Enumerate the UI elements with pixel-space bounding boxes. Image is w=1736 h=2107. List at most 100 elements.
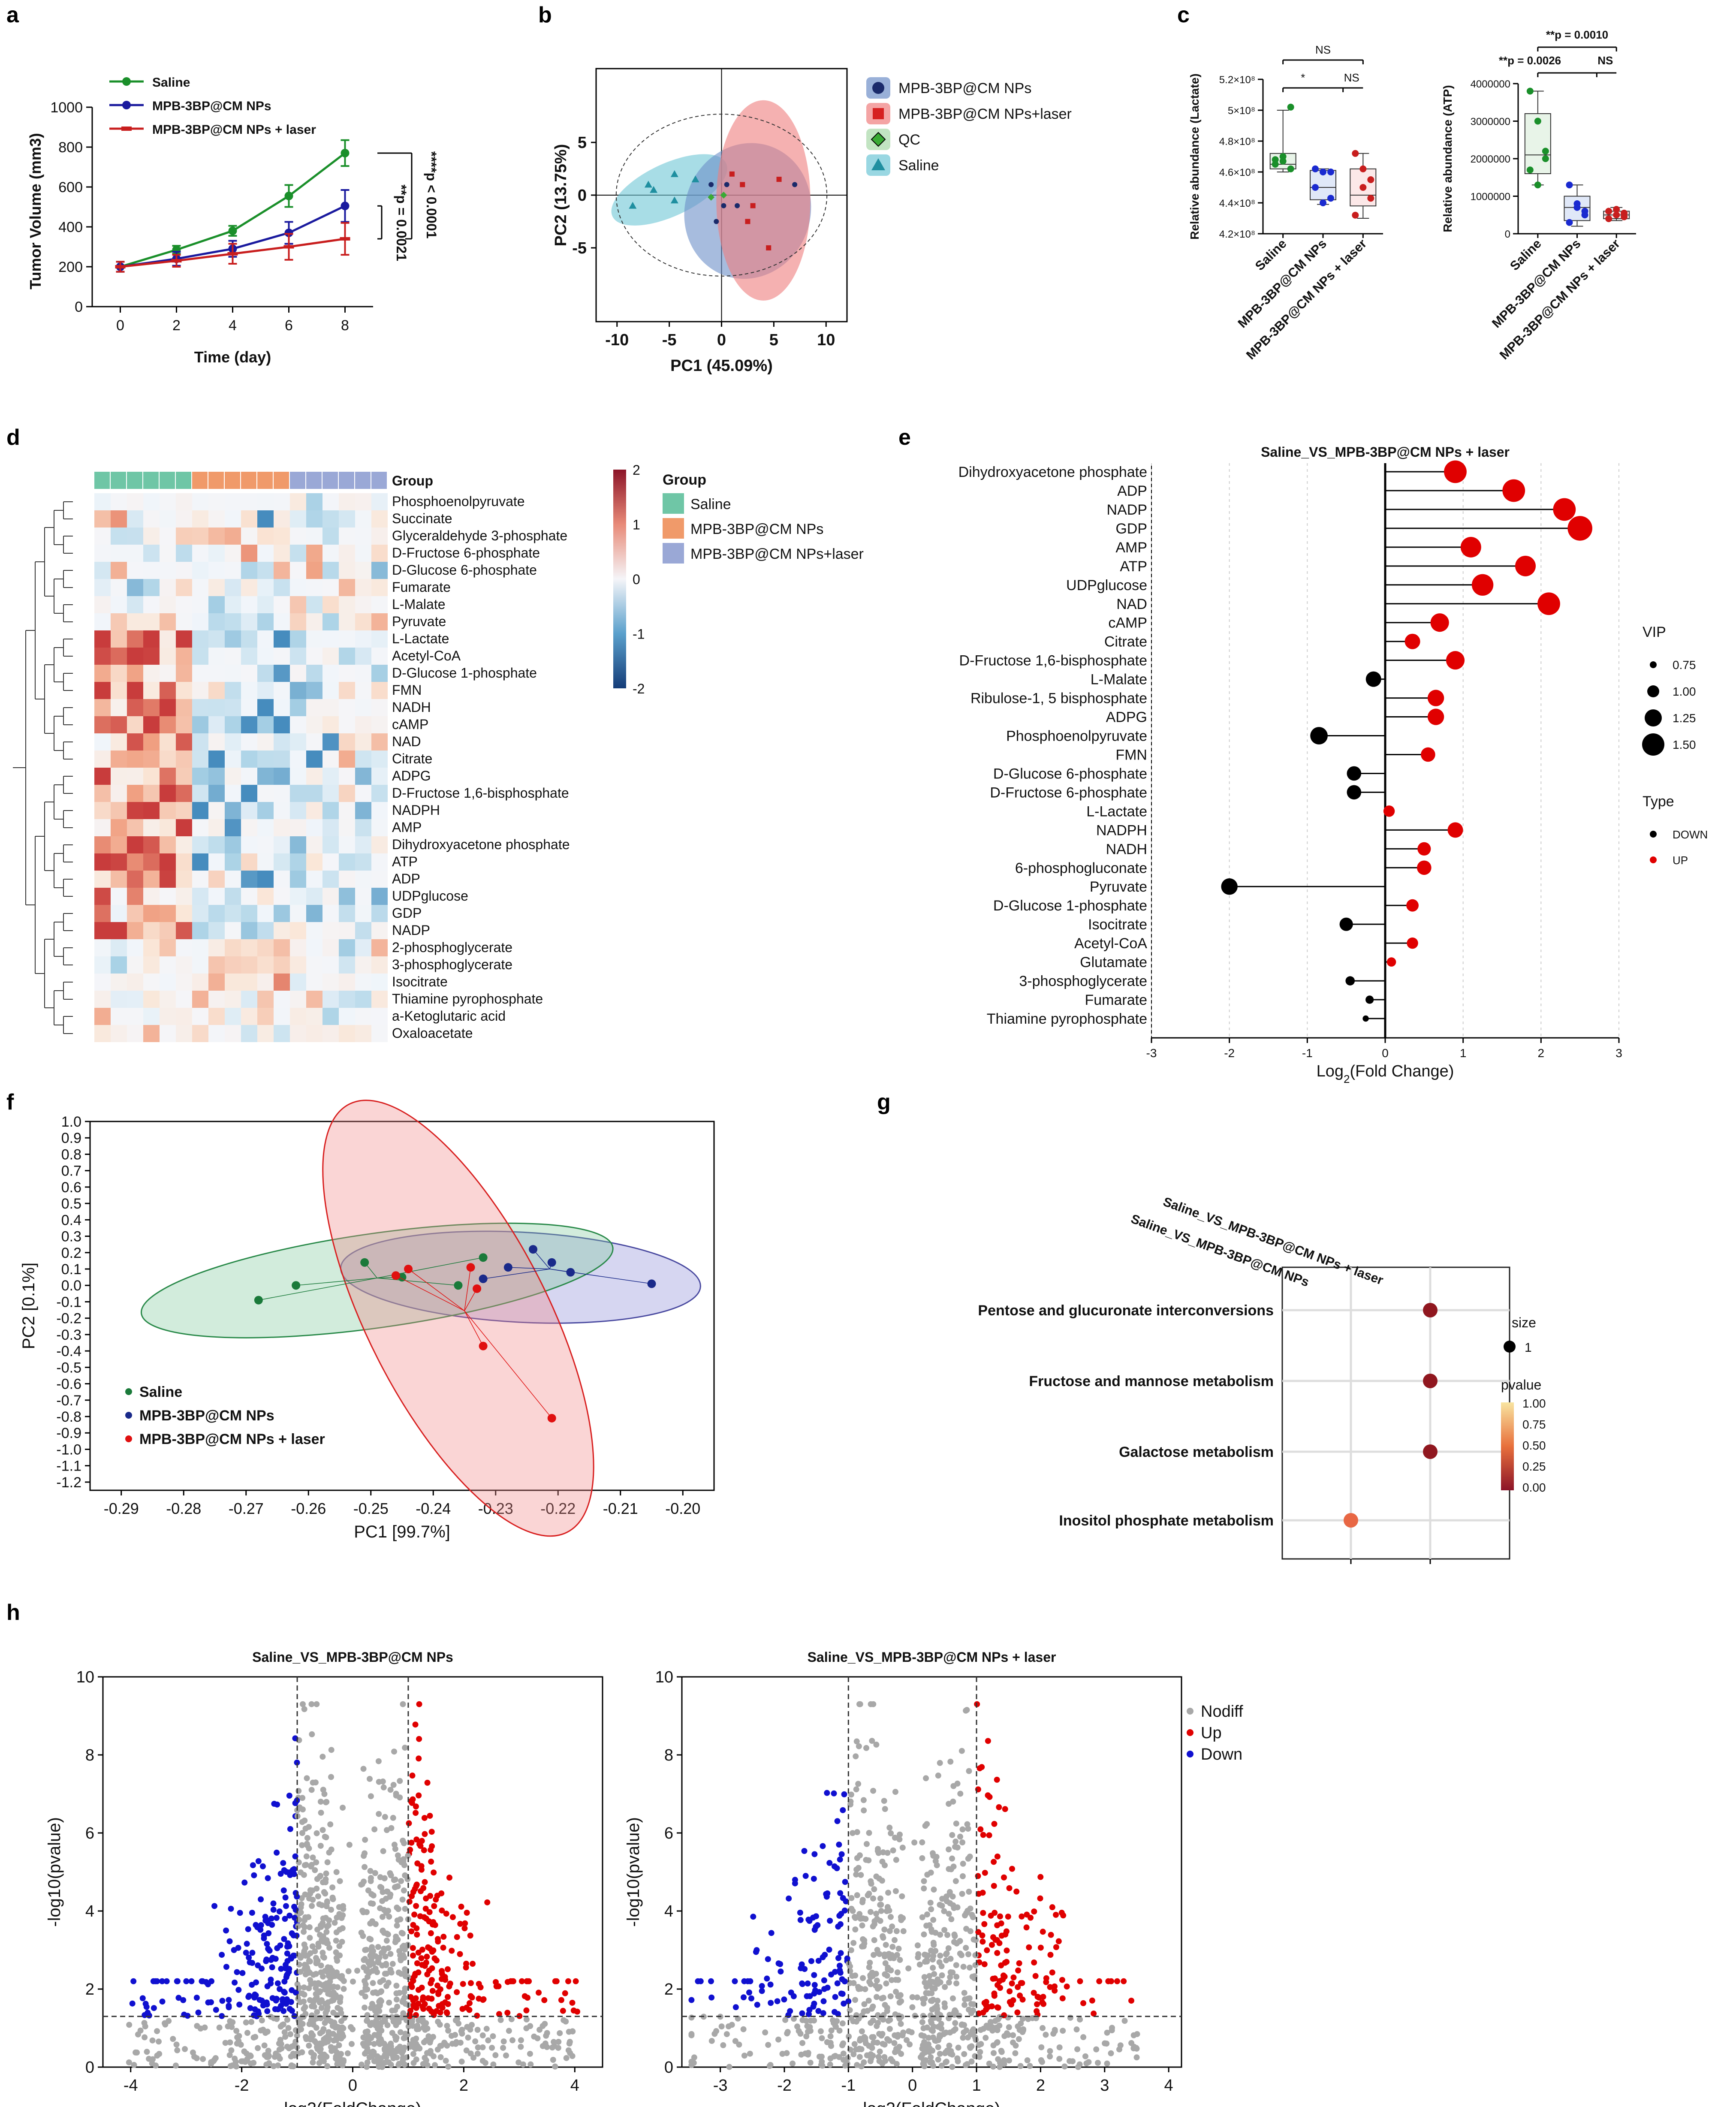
f-y-tick-label: 0.8 xyxy=(61,1146,81,1163)
h1-point xyxy=(306,1845,312,1852)
d-heatmap-cell xyxy=(94,768,111,785)
d-heatmap-cell xyxy=(192,716,208,733)
c1-point xyxy=(1272,156,1279,163)
h2-point xyxy=(870,1895,876,1902)
h2-point xyxy=(961,2022,967,2028)
h2-point xyxy=(838,1990,844,1997)
h2-point xyxy=(951,1939,957,1945)
d-group-bar-cell xyxy=(208,472,224,489)
f-point xyxy=(473,1284,482,1293)
h2-point xyxy=(969,1911,975,1918)
h1-point xyxy=(307,1977,313,1983)
e-lollipop-point xyxy=(1221,878,1238,895)
d-heatmap-cell xyxy=(160,785,176,802)
h1-point xyxy=(274,1801,280,1808)
c1-sig-label: NS xyxy=(1344,71,1359,84)
d-heatmap-cell xyxy=(111,974,127,991)
h2-point xyxy=(887,1993,894,1999)
e-x-label: Log2(Fold Change) xyxy=(1317,1062,1454,1085)
d-heatmap-cell xyxy=(257,888,274,905)
h2-point xyxy=(937,1953,943,1959)
a-legend-label: MPB-3BP@CM NPs + laser xyxy=(152,123,316,137)
d-heatmap-cell xyxy=(208,785,225,802)
e-lollipop-point xyxy=(1553,498,1576,521)
d-group-bar-cell xyxy=(225,472,240,489)
h1-point xyxy=(319,1754,326,1760)
d-heatmap-cell xyxy=(192,991,208,1008)
h1-point xyxy=(328,1774,334,1780)
h2-point xyxy=(897,1957,903,1963)
h2-point xyxy=(924,1911,930,1917)
f-y-tick-label: 0.9 xyxy=(61,1130,81,1146)
h1-point xyxy=(277,1986,283,1992)
f-point xyxy=(454,1281,463,1290)
h2-point xyxy=(893,1989,899,1995)
h1-point xyxy=(308,1787,315,1793)
d-heatmap-cell xyxy=(371,528,388,545)
d-heatmap-cell xyxy=(355,1008,371,1025)
h2-point xyxy=(1003,1928,1010,1935)
h1-point xyxy=(321,2058,327,2065)
e-category-label: 6-phosphogluconate xyxy=(1015,860,1147,876)
d-heatmap-cell xyxy=(127,751,143,768)
h2-point xyxy=(725,2023,732,2030)
h2-point xyxy=(935,2044,941,2050)
h1-point xyxy=(236,2001,243,2008)
h2-point xyxy=(983,1998,989,2005)
h1-point xyxy=(395,1906,401,1912)
d-heatmap-cell xyxy=(160,751,176,768)
h1-point xyxy=(424,1953,430,1960)
c1-point xyxy=(1312,184,1319,191)
h2-point xyxy=(750,1914,756,1920)
d-heatmap-cell xyxy=(208,956,225,974)
h2-point xyxy=(874,1986,881,1992)
d-heatmap-cell xyxy=(339,871,355,888)
b-legend-marker xyxy=(871,158,885,170)
d-heatmap-cell xyxy=(192,802,208,819)
h1-point xyxy=(301,1992,307,1998)
h2-point xyxy=(924,1821,930,1827)
d-heatmap-cell xyxy=(160,630,176,648)
h1-point xyxy=(443,2009,450,2016)
d-heatmap-cell xyxy=(111,510,127,528)
d-heatmap-cell xyxy=(192,819,208,836)
h1-point xyxy=(223,1927,229,1934)
d-heatmap-cell xyxy=(241,716,257,733)
h1-point xyxy=(427,1812,433,1819)
h2-point xyxy=(875,2012,881,2018)
h2-point xyxy=(928,1947,934,1954)
h2-point xyxy=(1013,1888,1020,1895)
f-spoke xyxy=(377,1278,458,1286)
e-lollipop-point xyxy=(1365,995,1374,1004)
d-legend-label: MPB-3BP@CM NPs xyxy=(690,521,823,537)
h2-point xyxy=(886,1928,893,1934)
d-heatmap-cell xyxy=(208,991,225,1008)
c2-sig-label: NS xyxy=(1597,54,1613,67)
h2-point xyxy=(963,2027,970,2034)
h2-point xyxy=(985,1792,991,1799)
f-y-tick-label: 0.3 xyxy=(61,1229,81,1245)
h1-point xyxy=(274,1980,281,1986)
f-point xyxy=(529,1245,538,1254)
h1-point xyxy=(410,2002,417,2008)
h2-point xyxy=(805,2050,811,2056)
h1-point xyxy=(362,1864,368,1870)
h2-point xyxy=(1007,1988,1013,1995)
d-heatmap-cell xyxy=(225,905,241,922)
h2-point xyxy=(998,1932,1005,1939)
h1-point xyxy=(339,1973,345,1979)
h1-point xyxy=(249,1950,256,1956)
e-type-legend-label: DOWN xyxy=(1673,828,1708,841)
h2-point xyxy=(850,1830,856,1836)
d-heatmap-cell xyxy=(176,991,192,1008)
d-heatmap-cell xyxy=(322,836,339,853)
h1-point xyxy=(464,1909,470,1916)
e-lollipop-point xyxy=(1345,976,1355,986)
f-spoke xyxy=(464,1267,471,1311)
h2-point xyxy=(840,2050,847,2057)
d-heatmap-cell xyxy=(322,562,339,579)
h1-point xyxy=(272,2006,278,2012)
d-heatmap-cell xyxy=(355,819,371,836)
h1-point xyxy=(247,2053,254,2059)
b-point-laser xyxy=(776,177,782,182)
